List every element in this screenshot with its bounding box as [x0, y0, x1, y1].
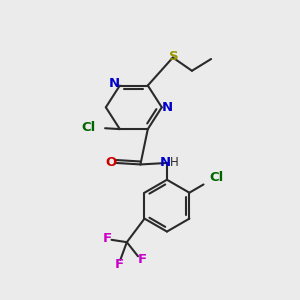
Text: F: F — [138, 253, 147, 266]
Text: F: F — [114, 258, 123, 271]
Text: O: O — [105, 156, 117, 169]
Text: H: H — [170, 156, 179, 169]
Text: Cl: Cl — [82, 121, 96, 134]
Text: Cl: Cl — [210, 171, 224, 184]
Text: F: F — [103, 232, 112, 245]
Text: N: N — [162, 101, 173, 114]
Text: S: S — [169, 50, 178, 63]
Text: N: N — [109, 76, 120, 90]
Text: N: N — [160, 156, 171, 169]
